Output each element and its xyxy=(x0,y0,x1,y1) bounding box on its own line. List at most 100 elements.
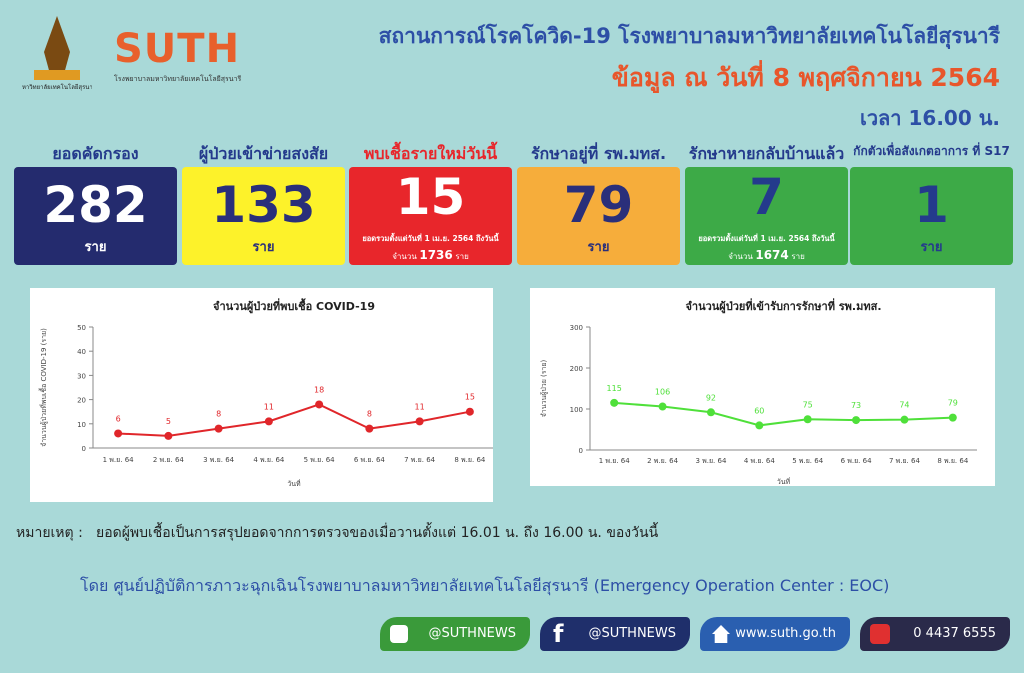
x-tick-label: 1 พ.ย. 64 xyxy=(599,457,631,465)
x-tick-label: 8 พ.ย. 64 xyxy=(937,457,969,465)
data-label: 106 xyxy=(655,388,670,397)
data-point xyxy=(415,417,424,426)
x-tick-label: 4 พ.ย. 64 xyxy=(744,457,776,465)
x-tick-label: 8 พ.ย. 64 xyxy=(454,456,486,464)
data-point xyxy=(315,400,324,409)
y-axis-label: จำนวนผู้ป่วย (ราย) xyxy=(540,359,548,417)
data-label: 15 xyxy=(465,393,475,402)
data-point xyxy=(214,424,223,433)
stat-note: ยอดรวมตั้งแต่วันที่ 1 เม.ย. 2564 ถึงวันน… xyxy=(698,234,835,243)
stat-card: 133 ราย xyxy=(182,167,345,265)
total-value: 1736 xyxy=(419,248,453,262)
by-line: โดย ศูนย์ปฏิบัติการภาวะฉุกเฉินโรงพยาบาลม… xyxy=(80,576,890,595)
stat-card: 79 ราย xyxy=(517,167,680,265)
data-line xyxy=(118,403,471,437)
y-tick-label: 50 xyxy=(77,324,86,332)
logo-text: SUTH xyxy=(114,26,241,72)
x-axis-label: วันที่ xyxy=(287,479,301,488)
data-point xyxy=(706,408,715,417)
note: ยอดผู้พบเชื้อเป็นการสรุปยอดจากการตรวจของ… xyxy=(96,525,659,541)
data-label: 5 xyxy=(166,417,171,426)
website-contact: www.suth.go.th xyxy=(700,617,850,651)
title: สถานการณ์โรคโควิด-19 โรงพยาบาลมหาวิทยาลั… xyxy=(378,24,1000,48)
y-tick-label: 0 xyxy=(579,447,583,455)
x-tick-label: 1 พ.ย. 64 xyxy=(103,456,135,464)
x-tick-label: 4 พ.ย. 64 xyxy=(253,456,285,464)
total-unit: ราย xyxy=(791,252,805,261)
data-point xyxy=(900,415,909,424)
stat-value: 1 xyxy=(914,176,949,234)
data-label: 73 xyxy=(851,401,861,410)
stat-label: กักตัวเพื่อสังเกตอาการ ที่ S17 xyxy=(853,144,1010,158)
stat-note: ยอดรวมตั้งแต่วันที่ 1 เม.ย. 2564 ถึงวันน… xyxy=(362,234,499,243)
x-axis-label: วันที่ xyxy=(777,477,791,486)
data-label: 8 xyxy=(367,410,372,419)
x-tick-label: 5 พ.ย. 64 xyxy=(304,456,336,464)
data-point xyxy=(465,407,474,416)
data-label: 8 xyxy=(216,410,221,419)
x-tick-label: 7 พ.ย. 64 xyxy=(404,456,436,464)
y-tick-label: 200 xyxy=(570,365,583,373)
y-tick-label: 100 xyxy=(570,406,583,414)
stat-total: จำนวน 1674 ราย xyxy=(685,248,848,263)
x-tick-label: 7 พ.ย. 64 xyxy=(889,457,921,465)
facebook-icon: f xyxy=(553,620,564,648)
home-icon xyxy=(712,625,730,643)
data-label: 60 xyxy=(754,406,764,415)
stat-unit: ราย xyxy=(252,240,275,255)
logo-caption: มหาวิทยาลัยเทคโนโลยีสุรนารี xyxy=(22,83,92,91)
y-tick-label: 30 xyxy=(77,372,86,380)
y-tick-label: 300 xyxy=(570,324,583,332)
stat-value: 282 xyxy=(43,176,148,234)
data-label: 75 xyxy=(803,400,813,409)
date: ข้อมูล ณ วันที่ 8 พฤศจิกายน 2564 xyxy=(611,63,1000,92)
facebook-contact: @SUTHNEWS xyxy=(540,617,690,651)
data-point xyxy=(114,429,123,438)
data-point xyxy=(755,421,764,430)
stat-total: จำนวน 1736 ราย xyxy=(349,248,512,263)
line-icon xyxy=(390,625,408,643)
y-tick-label: 0 xyxy=(82,445,86,453)
data-point xyxy=(852,416,861,425)
stat-unit: ราย xyxy=(587,240,610,255)
x-tick-label: 3 พ.ย. 64 xyxy=(203,456,235,464)
data-point xyxy=(948,413,957,422)
note-label: หมายเหตุ : xyxy=(16,525,83,541)
data-label: 79 xyxy=(948,399,958,408)
data-point xyxy=(164,431,173,440)
y-tick-label: 20 xyxy=(77,397,86,405)
stat-value: 15 xyxy=(395,168,466,226)
data-label: 11 xyxy=(264,402,274,411)
stat-value: 7 xyxy=(749,168,784,226)
stat-unit: ราย xyxy=(920,240,943,255)
chart: จำนวนผู้ป่วยที่พบเชื้อ COVID-19 0 10 20 30 40… xyxy=(37,298,495,488)
data-point xyxy=(658,402,667,411)
chart-title: จำนวนผู้ป่วยที่พบเชื้อ COVID-19 xyxy=(213,298,375,314)
phone-icon xyxy=(870,624,890,644)
data-label: 6 xyxy=(116,414,121,423)
total-label: จำนวน xyxy=(728,252,753,261)
y-tick-label: 40 xyxy=(77,348,86,356)
x-tick-label: 3 พ.ย. 64 xyxy=(695,457,727,465)
data-label: 74 xyxy=(899,401,909,410)
x-tick-label: 5 พ.ย. 64 xyxy=(792,457,824,465)
stat-label: ยอดคัดกรอง xyxy=(52,144,139,163)
data-label: 92 xyxy=(706,393,716,402)
data-label: 18 xyxy=(314,385,324,394)
y-axis-label: จำนวนผู้ป่วยที่พบเชื้อ COVID-19 (ราย) xyxy=(37,328,48,447)
x-tick-label: 2 พ.ย. 64 xyxy=(647,457,679,465)
stat-label: รักษาหายกลับบ้านแล้ว xyxy=(688,144,845,163)
stat-value: 79 xyxy=(563,176,634,234)
time: เวลา 16.00 น. xyxy=(859,106,1000,130)
total-value: 1674 xyxy=(755,248,789,262)
stat-card: 15 ยอดรวมตั้งแต่วันที่ 1 เม.ย. 2564 ถึงวั… xyxy=(349,167,512,265)
y-tick-label: 10 xyxy=(77,421,86,429)
total-unit: ราย xyxy=(455,252,469,261)
stat-card: 1 ราย xyxy=(850,167,1013,265)
x-tick-label: 6 พ.ย. 64 xyxy=(841,457,873,465)
data-label: 115 xyxy=(607,384,622,393)
stat-card: 282 ราย xyxy=(14,167,177,265)
stat-label: ผู้ป่วยเข้าข่ายสงสัย xyxy=(198,144,329,163)
total-label: จำนวน xyxy=(392,252,417,261)
